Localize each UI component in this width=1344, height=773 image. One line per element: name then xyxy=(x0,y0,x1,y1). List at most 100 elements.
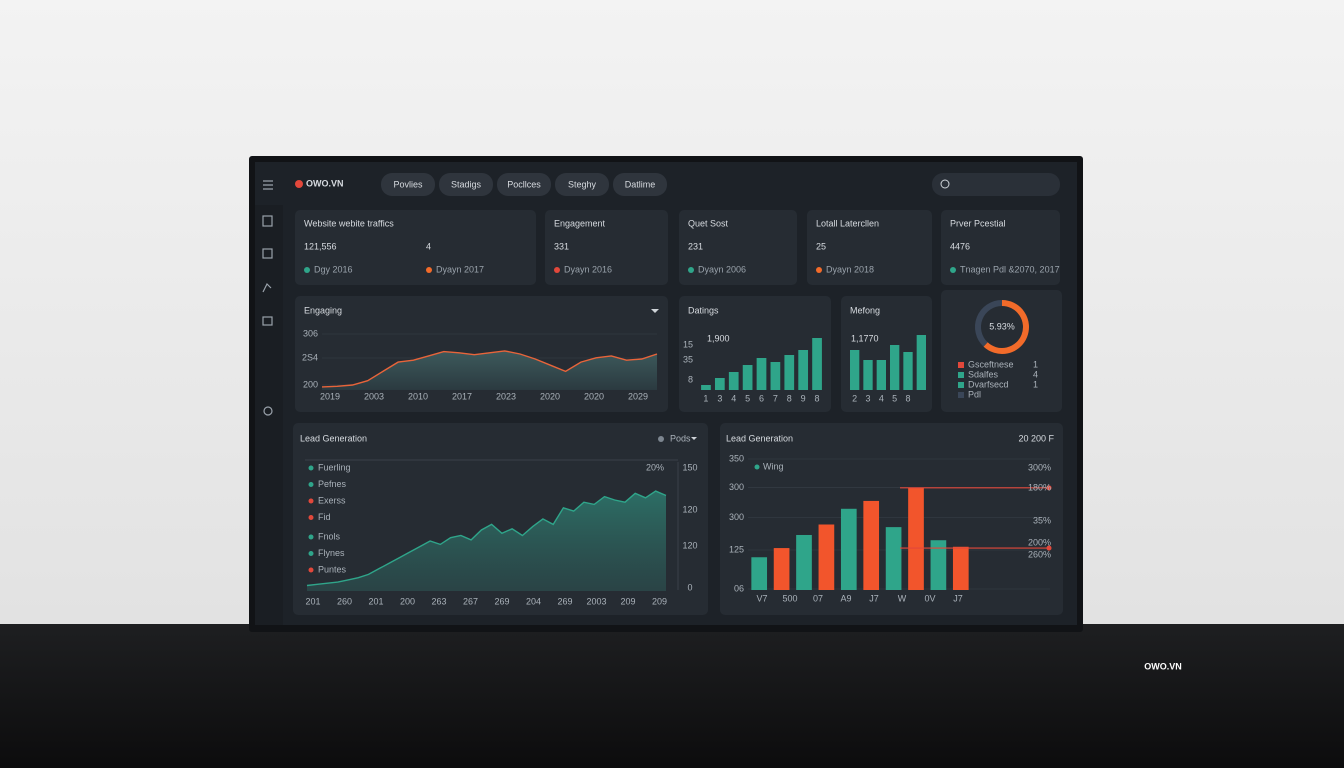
label: 1 xyxy=(1033,359,1038,369)
label: 120 xyxy=(682,540,697,550)
label: 7 xyxy=(773,393,778,403)
tab[interactable] xyxy=(555,173,609,196)
panel xyxy=(941,210,1060,285)
label: 350 xyxy=(729,453,744,463)
legend-swatch xyxy=(958,392,964,398)
label: Tnagen Pdl &2070, 2017 xyxy=(960,264,1060,274)
label: 1,900 xyxy=(707,333,730,343)
label: Lead Generation xyxy=(300,433,367,443)
label: 200% xyxy=(1028,537,1051,547)
label: Pocllces xyxy=(507,179,541,189)
donut-segment xyxy=(975,300,1003,347)
legend-swatch xyxy=(958,362,964,368)
kpi-dot xyxy=(304,267,310,273)
tab[interactable] xyxy=(381,173,435,196)
area xyxy=(307,491,666,591)
panel xyxy=(545,210,668,285)
label: 209 xyxy=(620,596,635,606)
label: 300% xyxy=(1028,462,1051,472)
kpi-dot xyxy=(554,267,560,273)
label: 2017 xyxy=(452,391,472,401)
label: 2019 xyxy=(320,391,340,401)
label: 8 xyxy=(815,393,820,403)
label: 201 xyxy=(368,596,383,606)
label: 180% xyxy=(1028,482,1051,492)
kpi-dot xyxy=(688,267,694,273)
label: Prver Pcestial xyxy=(950,218,1006,228)
dropdown[interactable] xyxy=(691,437,697,440)
search-icon[interactable] xyxy=(940,179,950,189)
label: 2003 xyxy=(364,391,384,401)
area xyxy=(322,350,657,390)
donut-segment xyxy=(983,300,1029,354)
label: Engagement xyxy=(554,218,606,228)
label: Fnols xyxy=(318,531,341,541)
kpi-dot xyxy=(950,267,956,273)
line xyxy=(321,350,658,388)
label: 4 xyxy=(1033,369,1038,379)
label: Fuerling xyxy=(318,462,351,472)
tab[interactable] xyxy=(497,173,551,196)
panel xyxy=(807,210,932,285)
label: 209 xyxy=(652,596,667,606)
bar xyxy=(840,508,857,590)
label: 121,556 xyxy=(304,241,337,251)
tab[interactable] xyxy=(439,173,493,196)
bar xyxy=(903,352,913,390)
label: 269 xyxy=(494,596,509,606)
bar xyxy=(812,338,822,390)
label: Puntes xyxy=(318,564,347,574)
label: 4 xyxy=(879,393,884,403)
label: J7 xyxy=(953,593,963,603)
label: 06 xyxy=(734,583,744,593)
label: 2S4 xyxy=(302,352,318,362)
label: 2020 xyxy=(584,391,604,401)
panel xyxy=(679,210,797,285)
threshold-dot xyxy=(1046,545,1052,551)
tab[interactable] xyxy=(613,173,667,196)
bar xyxy=(876,360,886,390)
label: 20% xyxy=(646,462,664,472)
label: Wing xyxy=(763,461,784,471)
label: 8 xyxy=(688,374,693,384)
legend-swatch xyxy=(308,482,314,487)
legend-swatch xyxy=(308,551,314,556)
control-dot[interactable] xyxy=(658,436,664,442)
line xyxy=(306,490,667,587)
legend-swatch xyxy=(754,464,760,470)
label: Lead Generation xyxy=(726,433,793,443)
label: V7 xyxy=(756,593,767,603)
label: 260% xyxy=(1028,549,1051,559)
bar xyxy=(818,524,835,590)
label: 500 xyxy=(782,593,797,603)
label: 267 xyxy=(463,596,478,606)
bar xyxy=(885,527,902,590)
label: Dgy 2016 xyxy=(314,264,353,274)
label: 5 xyxy=(745,393,750,403)
threshold-dot xyxy=(1046,485,1052,491)
bar xyxy=(773,548,790,590)
bar xyxy=(701,385,711,390)
bar xyxy=(908,487,924,590)
label: 35 xyxy=(683,354,693,364)
label: 35% xyxy=(1033,515,1051,525)
watermark: OWO.VN xyxy=(1144,661,1182,671)
bar xyxy=(770,362,781,390)
label: 331 xyxy=(554,241,569,251)
bar xyxy=(796,534,812,590)
floor xyxy=(0,624,1344,768)
label: Engaging xyxy=(304,305,342,315)
logo-dot xyxy=(295,180,303,188)
bar xyxy=(952,546,969,590)
label: Stadigs xyxy=(451,179,482,189)
label: 300 xyxy=(729,512,744,522)
bar xyxy=(798,350,809,390)
search-box[interactable] xyxy=(932,173,1060,196)
label: A9 xyxy=(840,593,851,603)
label: 2 xyxy=(852,393,857,403)
bar xyxy=(728,372,739,390)
label: 8 xyxy=(787,393,792,403)
dropdown[interactable] xyxy=(651,309,659,313)
label: 150 xyxy=(682,462,697,472)
